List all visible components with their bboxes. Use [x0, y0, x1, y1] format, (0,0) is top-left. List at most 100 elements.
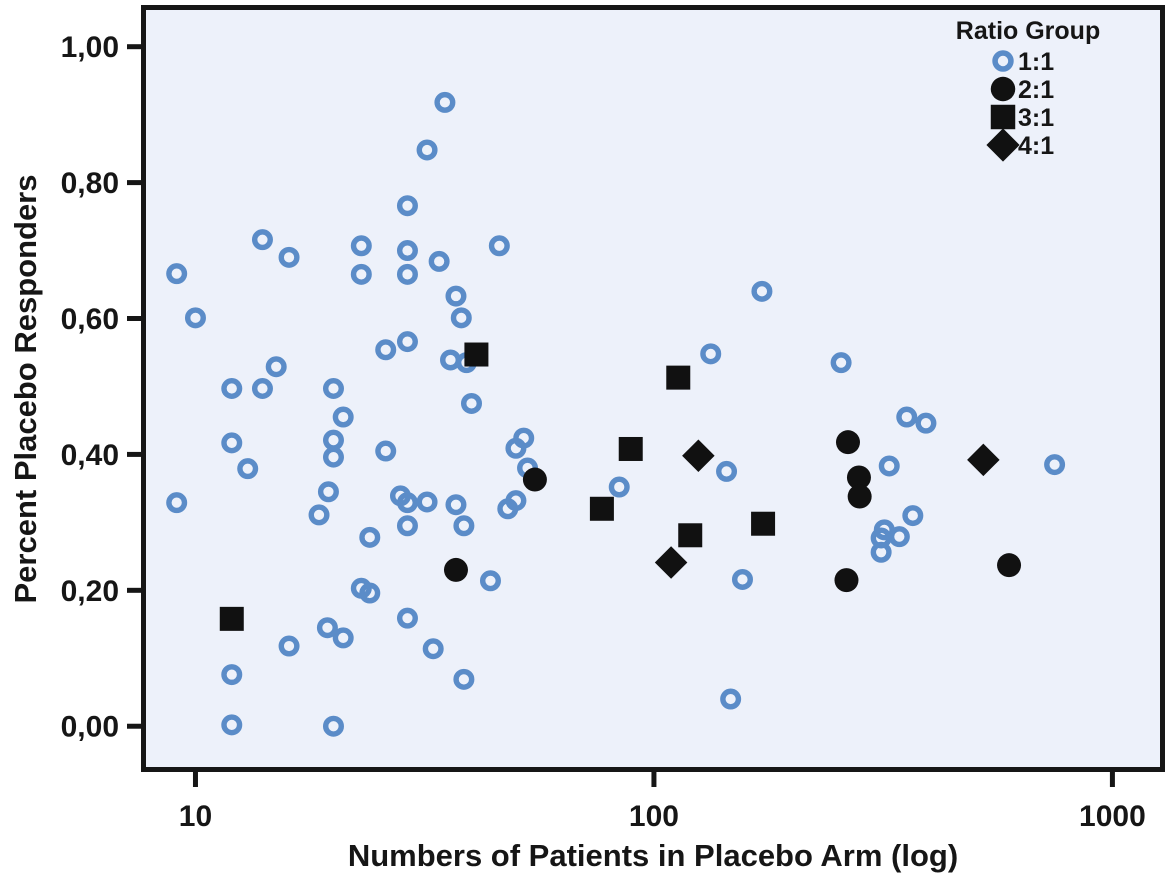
legend: Ratio Group 1:12:13:14:1: [956, 17, 1100, 162]
data-point-1:1: [221, 378, 243, 400]
data-point-1:1: [221, 664, 243, 686]
data-point-1:1: [396, 492, 418, 514]
data-point-1:1: [608, 476, 630, 498]
legend-row: 1:1: [992, 48, 1054, 76]
y-tick-label: 0,40: [61, 439, 119, 472]
data-point-1:1: [751, 280, 773, 302]
data-point-1:1: [488, 235, 510, 257]
data-point-1:1: [902, 505, 924, 527]
data-point-1:1: [359, 582, 381, 604]
legend-row: 2:1: [990, 76, 1054, 104]
x-axis-title: Numbers of Patients in Placebo Arm (log): [348, 838, 958, 873]
y-axis-ticks: 0,00 0,20 0,40 0,60 0,80 1,00: [61, 31, 141, 744]
data-point-2:1: [997, 553, 1022, 578]
data-point-1:1: [308, 504, 330, 526]
data-point-1:1: [396, 515, 418, 537]
data-point-1:1: [166, 263, 188, 285]
data-point-1:1: [332, 406, 354, 428]
data-point-1:1: [992, 50, 1014, 72]
data-point-1:1: [830, 352, 852, 374]
y-axis-title: Percent Placebo Responders: [8, 175, 43, 604]
data-point-1:1: [450, 307, 472, 329]
x-tick-label: 10: [179, 800, 212, 833]
data-point-3:1: [678, 523, 703, 548]
data-point-1:1: [888, 526, 910, 548]
data-point-1:1: [359, 526, 381, 548]
data-point-1:1: [322, 378, 344, 400]
data-point-1:1: [251, 229, 273, 251]
legend-label: 2:1: [1018, 76, 1054, 104]
data-point-1:1: [322, 446, 344, 468]
data-point-3:1: [751, 511, 776, 536]
x-axis-ticks: 10 100 1000: [179, 772, 1146, 833]
data-point-1:1: [1044, 454, 1066, 476]
data-point-1:1: [396, 331, 418, 353]
data-point-1:1: [332, 627, 354, 649]
y-tick-label: 0,80: [61, 167, 119, 200]
data-point-3:1: [464, 342, 489, 367]
plot-area: [141, 5, 1165, 772]
data-point-1:1: [396, 263, 418, 285]
data-point-1:1: [317, 481, 339, 503]
data-point-1:1: [416, 491, 438, 513]
data-point-1:1: [396, 240, 418, 262]
data-point-3:1: [618, 436, 643, 461]
data-point-2:1: [522, 467, 547, 492]
data-point-1:1: [505, 490, 527, 512]
points-layer: [166, 91, 1066, 737]
data-point-1:1: [434, 91, 456, 113]
data-point-1:1: [316, 617, 338, 639]
data-point-1:1: [350, 263, 372, 285]
data-point-1:1: [716, 460, 738, 482]
data-point-1:1: [221, 714, 243, 736]
legend-row: 3:1: [990, 104, 1054, 132]
legend-label: 3:1: [1018, 104, 1054, 132]
data-point-1:1: [265, 356, 287, 378]
data-point-1:1: [453, 668, 475, 690]
data-point-1:1: [513, 427, 535, 449]
data-point-3:1: [219, 606, 244, 631]
data-point-2:1: [443, 557, 468, 582]
data-point-1:1: [700, 343, 722, 365]
data-point-1:1: [350, 235, 372, 257]
data-point-1:1: [322, 715, 344, 737]
data-point-1:1: [479, 570, 501, 592]
data-point-1:1: [428, 250, 450, 272]
data-point-1:1: [896, 406, 918, 428]
data-point-1:1: [416, 139, 438, 161]
data-point-2:1: [990, 76, 1016, 102]
data-point-1:1: [166, 492, 188, 514]
data-point-3:1: [589, 496, 614, 521]
data-point-1:1: [731, 568, 753, 590]
x-tick-label: 1000: [1079, 800, 1146, 833]
data-point-1:1: [278, 635, 300, 657]
data-point-1:1: [720, 688, 742, 710]
data-point-4:1: [682, 439, 715, 473]
data-point-1:1: [396, 607, 418, 629]
data-point-4:1: [654, 546, 688, 579]
data-point-1:1: [251, 378, 273, 400]
legend-title: Ratio Group: [956, 17, 1100, 45]
data-point-1:1: [915, 412, 937, 434]
data-point-1:1: [460, 392, 482, 414]
legend-row: 4:1: [986, 128, 1054, 162]
data-point-4:1: [967, 443, 1000, 477]
x-tick-label: 100: [629, 800, 679, 833]
data-point-1:1: [445, 494, 467, 516]
data-point-1:1: [445, 285, 467, 307]
data-point-3:1: [990, 104, 1016, 130]
y-tick-label: 0,20: [61, 575, 119, 608]
data-point-1:1: [237, 458, 259, 480]
data-point-1:1: [375, 440, 397, 462]
y-tick-label: 1,00: [61, 31, 119, 64]
data-point-1:1: [453, 515, 475, 537]
data-point-2:1: [846, 465, 871, 490]
legend-label: 1:1: [1018, 48, 1054, 76]
data-point-1:1: [375, 339, 397, 361]
data-point-1:1: [870, 541, 892, 563]
data-point-1:1: [396, 195, 418, 217]
data-point-1:1: [221, 432, 243, 454]
data-point-1:1: [184, 307, 206, 329]
